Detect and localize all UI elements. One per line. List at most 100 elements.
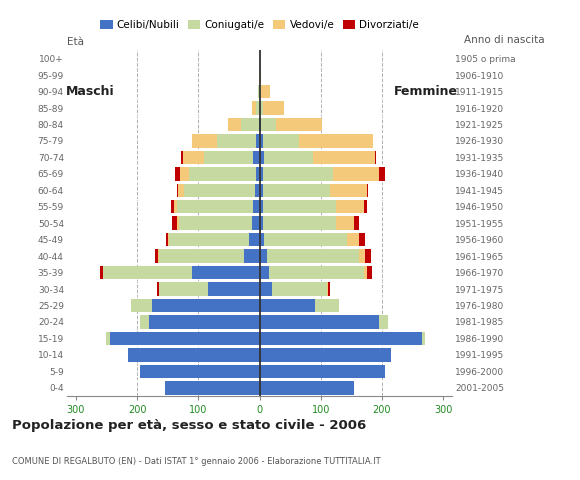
Bar (183, 151, 204, 164)
Bar (336, 216, 354, 230)
Bar (260, 250, 267, 263)
Bar (364, 200, 367, 214)
Bar (269, 266, 364, 279)
Bar (150, 315, 260, 329)
Bar (263, 200, 336, 214)
Bar (263, 167, 333, 180)
Bar (107, 332, 110, 345)
Bar (192, 134, 217, 148)
Bar (255, 183, 260, 197)
Bar (103, 266, 192, 279)
Bar (261, 85, 270, 98)
Bar (248, 233, 260, 246)
Bar (204, 151, 253, 164)
Bar (260, 332, 422, 345)
Bar (252, 101, 256, 115)
Bar (241, 118, 259, 131)
Bar (253, 200, 260, 214)
Bar (177, 183, 178, 197)
Bar (260, 266, 269, 279)
Bar (315, 299, 339, 312)
Bar (208, 282, 260, 296)
Bar (256, 134, 260, 148)
Bar (158, 282, 208, 296)
Bar (367, 183, 368, 197)
Text: Maschi: Maschi (66, 85, 114, 98)
Bar (258, 85, 260, 98)
Bar (260, 365, 385, 378)
Bar (100, 266, 103, 279)
Bar (172, 216, 177, 230)
Bar (379, 167, 385, 180)
Bar (365, 250, 371, 263)
Bar (166, 233, 168, 246)
Bar (140, 315, 150, 329)
Text: Età: Età (67, 37, 84, 47)
Bar (189, 167, 256, 180)
Bar (260, 85, 261, 98)
Bar (260, 233, 264, 246)
Bar (184, 183, 255, 197)
Bar (330, 183, 367, 197)
Bar (360, 233, 365, 246)
Bar (328, 282, 330, 296)
Bar (367, 266, 372, 279)
Bar (158, 250, 244, 263)
Bar (253, 151, 260, 164)
Bar (327, 282, 328, 296)
Bar (165, 381, 260, 395)
Bar (276, 118, 322, 131)
Bar (272, 282, 327, 296)
Bar (260, 200, 263, 214)
Bar (263, 101, 284, 115)
Bar (217, 134, 256, 148)
Bar (256, 167, 260, 180)
Bar (260, 134, 263, 148)
Bar (169, 233, 248, 246)
Bar (260, 315, 379, 329)
Bar (110, 332, 260, 345)
Bar (260, 216, 263, 230)
Bar (140, 365, 260, 378)
Bar (263, 216, 336, 230)
Bar (177, 216, 179, 230)
Bar (354, 216, 360, 230)
Bar (264, 233, 347, 246)
Bar (364, 266, 367, 279)
Legend: Celibi/Nubili, Coniugati/e, Vedovi/e, Divorziati/e: Celibi/Nubili, Coniugati/e, Vedovi/e, Di… (96, 16, 423, 34)
Bar (299, 134, 373, 148)
Text: Popolazione per età, sesso e stato civile - 2006: Popolazione per età, sesso e stato civil… (12, 419, 366, 432)
Bar (263, 183, 330, 197)
Bar (263, 134, 299, 148)
Bar (192, 266, 260, 279)
Bar (157, 282, 158, 296)
Bar (128, 348, 260, 361)
Bar (333, 167, 379, 180)
Bar (252, 216, 260, 230)
Text: Anno di nascita: Anno di nascita (464, 35, 545, 45)
Bar (260, 151, 264, 164)
Bar (175, 167, 180, 180)
Bar (267, 250, 359, 263)
Bar (171, 200, 174, 214)
Bar (375, 151, 376, 164)
Bar (260, 381, 354, 395)
Bar (168, 233, 169, 246)
Bar (180, 167, 189, 180)
Bar (260, 167, 263, 180)
Bar (261, 118, 276, 131)
Bar (260, 348, 391, 361)
Bar (260, 101, 263, 115)
Bar (313, 151, 375, 164)
Bar (260, 68, 261, 82)
Bar (179, 216, 252, 230)
Bar (153, 299, 260, 312)
Bar (260, 299, 315, 312)
Bar (379, 315, 388, 329)
Bar (358, 250, 365, 263)
Bar (244, 250, 260, 263)
Bar (336, 200, 364, 214)
Bar (260, 282, 272, 296)
Bar (347, 233, 360, 246)
Bar (177, 200, 253, 214)
